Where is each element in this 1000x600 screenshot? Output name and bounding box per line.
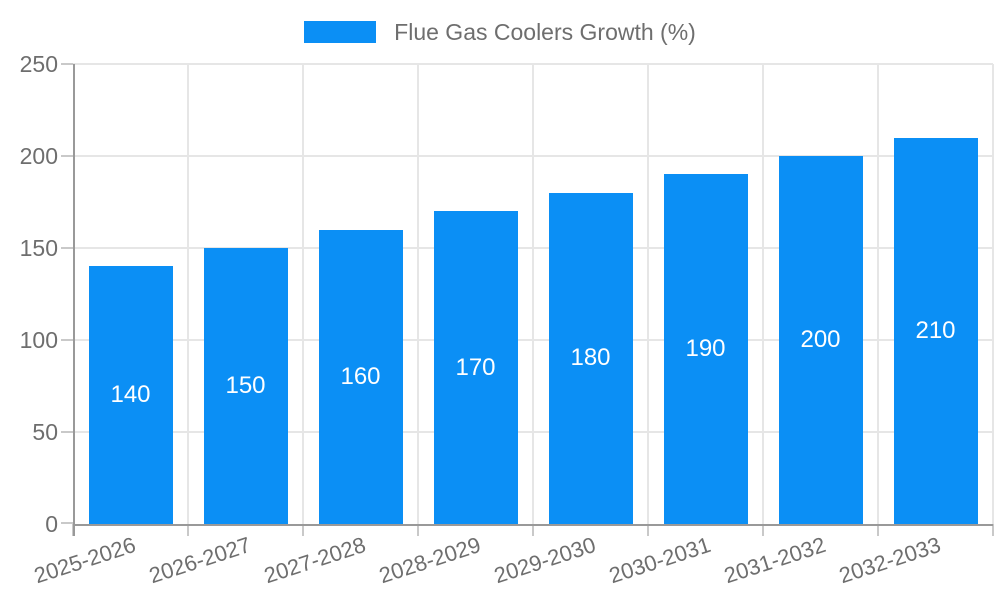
x-axis-line [73,524,993,526]
v-gridline [187,64,189,524]
bar[interactable]: 210 [893,137,978,524]
v-gridline [762,64,764,524]
x-axis-tick [187,524,189,536]
y-axis-line [73,64,75,536]
y-axis-tick [61,339,73,341]
bar-value-label: 200 [800,326,841,353]
bar[interactable]: 160 [318,229,403,524]
x-axis-tick [877,524,879,536]
legend-label: Flue Gas Coolers Growth (%) [394,19,696,45]
v-gridline [877,64,879,524]
y-axis-label: 50 [32,419,58,445]
bar[interactable]: 180 [548,192,633,524]
legend: Flue Gas Coolers Growth (%) [0,19,1000,45]
x-axis-tick [762,524,764,536]
y-axis-tick [61,431,73,433]
v-gridline [647,64,649,524]
v-gridline [302,64,304,524]
legend-swatch-icon [304,21,377,43]
y-axis-label: 200 [19,143,58,169]
y-axis-tick [61,522,73,524]
x-axis-tick [647,524,649,536]
v-gridline [992,64,994,524]
bar-value-label: 150 [225,372,266,399]
bar-value-label: 170 [455,353,496,381]
bar[interactable]: 140 [88,266,173,524]
y-axis-label: 0 [45,511,58,537]
x-axis-tick [532,524,534,536]
v-gridline [417,64,419,524]
bar[interactable]: 190 [663,174,748,524]
bar-value-label: 160 [340,362,381,390]
x-axis-tick [417,524,419,536]
v-gridline [532,64,534,524]
plot-area: 0 50 100 150 200 250 140 2025-2026 150 2026-2027 1… [20,51,994,588]
x-axis-tick [302,524,304,536]
y-axis-label: 150 [19,235,58,261]
bar[interactable]: 170 [433,211,518,524]
legend-item[interactable]: Flue Gas Coolers Growth (%) [304,19,696,45]
y-axis-tick [61,155,73,157]
y-axis-tick [61,63,73,65]
y-axis-label: 250 [19,51,58,77]
bar-value-label: 140 [110,381,151,409]
y-axis-label: 100 [19,327,58,353]
bar-value-label: 190 [685,335,726,363]
bar[interactable]: 200 [778,156,863,524]
bar-value-label: 210 [915,316,956,344]
bar[interactable]: 150 [203,248,288,524]
x-axis-tick [992,524,994,536]
bar-value-label: 180 [570,344,611,372]
y-axis-tick [61,247,73,249]
